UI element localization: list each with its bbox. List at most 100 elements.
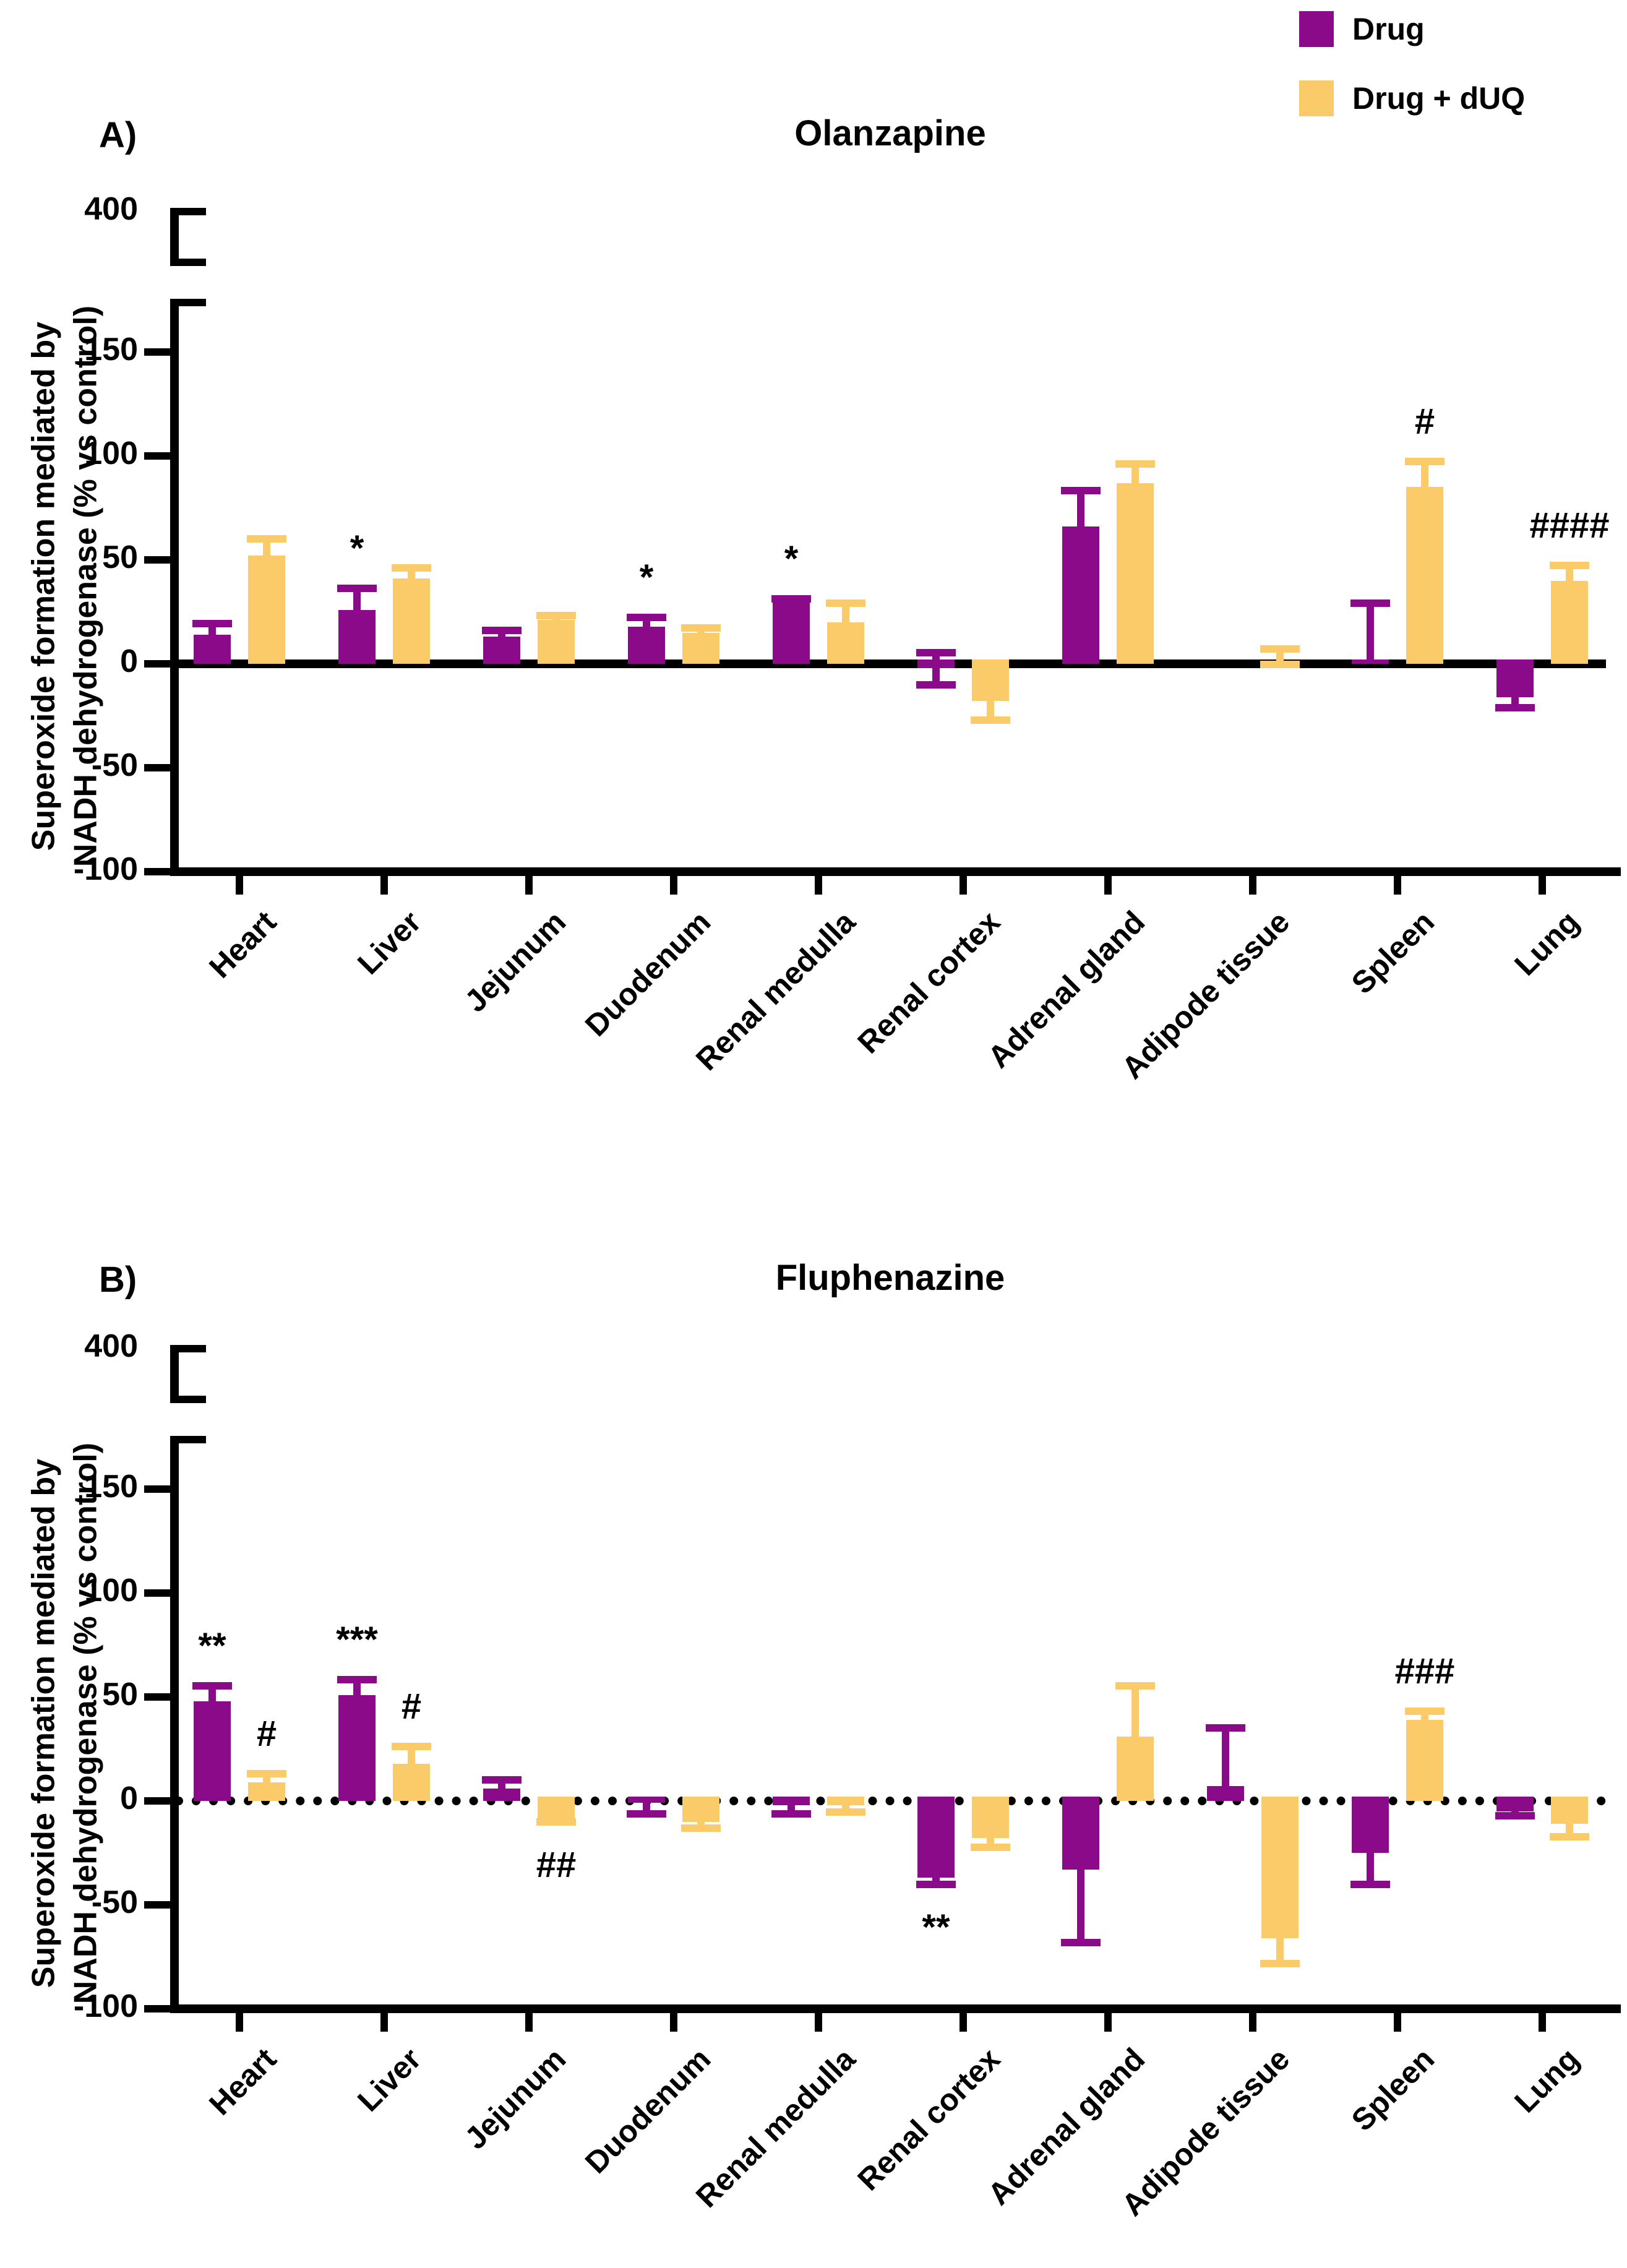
y-axis-tick-label: 100 bbox=[84, 1573, 138, 1609]
y-axis-break-cap bbox=[170, 1436, 206, 1443]
significance-annotation: * bbox=[639, 557, 654, 598]
y-axis-tick bbox=[144, 1797, 170, 1805]
y-axis-label-line2: NADH dehydrogenase (% vs control) bbox=[67, 305, 103, 867]
bar-drug-duq-liver bbox=[393, 578, 430, 664]
error-bar-cap bbox=[826, 599, 865, 607]
error-bar-cap bbox=[1061, 1939, 1101, 1947]
bar-drug-adrenal-gland bbox=[1062, 1797, 1099, 1870]
significance-annotation: # bbox=[256, 1713, 277, 1754]
bar-drug-duq-renal-cortex bbox=[972, 1797, 1009, 1839]
y-axis-break-cap bbox=[170, 1345, 206, 1352]
error-bar-cap bbox=[392, 1742, 431, 1750]
y-axis-tick bbox=[144, 1485, 170, 1493]
x-axis-tick bbox=[236, 2013, 243, 2032]
x-axis-line bbox=[170, 867, 1621, 876]
y-axis-break-cap bbox=[170, 208, 206, 215]
bar-drug-duq-jejunum bbox=[538, 620, 575, 664]
zero-line bbox=[174, 659, 1606, 668]
y-axis-tick-label: 0 bbox=[120, 1780, 138, 1816]
legend-item-drug-duq: Drug + dUQ bbox=[1299, 80, 1525, 116]
x-axis-tick bbox=[959, 876, 967, 895]
x-axis-tick bbox=[1104, 876, 1112, 895]
x-axis-tick bbox=[815, 876, 822, 895]
error-bar-cap bbox=[192, 620, 232, 628]
y-axis-tick-label: -50 bbox=[91, 1884, 138, 1920]
error-bar-cap bbox=[627, 1810, 666, 1818]
y-axis-tick-label: 0 bbox=[120, 643, 138, 679]
error-bar-cap bbox=[1495, 704, 1535, 712]
error-bar-cap bbox=[971, 716, 1010, 724]
y-axis-label-line1: Superoxide formation mediated by bbox=[25, 1458, 62, 1988]
bar-drug-duq-spleen bbox=[1406, 487, 1443, 664]
x-axis-tick bbox=[525, 876, 533, 895]
x-axis-tick bbox=[1394, 876, 1401, 895]
y-axis-label-line2: NADH dehydrogenase (% vs control) bbox=[67, 1442, 103, 2004]
bar-drug-duq-adrenal-gland bbox=[1117, 483, 1154, 664]
y-axis-tick bbox=[144, 1693, 170, 1701]
bar-drug-duq-renal-medulla bbox=[827, 1797, 864, 1805]
bar-drug-duq-jejunum bbox=[538, 1797, 575, 1820]
y-axis-label-line1: Superoxide formation mediated by bbox=[25, 321, 62, 851]
y-axis-tick bbox=[144, 556, 170, 564]
error-bar-cap bbox=[247, 535, 286, 543]
panel-a-letter: A) bbox=[99, 115, 137, 155]
drug-duq-swatch-icon bbox=[1299, 80, 1334, 116]
x-axis-tick bbox=[380, 876, 388, 895]
error-bar-cap bbox=[1405, 1707, 1445, 1715]
x-axis-tick bbox=[1249, 876, 1256, 895]
y-axis-break-cap bbox=[170, 299, 206, 306]
bar-drug-spleen bbox=[1352, 1797, 1389, 1853]
error-bar-cap bbox=[681, 624, 721, 632]
bar-drug-jejunum bbox=[483, 1788, 520, 1801]
bar-drug-heart bbox=[194, 634, 231, 664]
bar-drug-duq-adipode-tissue bbox=[1261, 1797, 1299, 1938]
bar-drug-duq-lung bbox=[1551, 580, 1588, 664]
y-axis-tick-label: -50 bbox=[91, 747, 138, 783]
bar-drug-adrenal-gland bbox=[1062, 526, 1099, 664]
significance-annotation: * bbox=[350, 528, 364, 569]
error-bar-stem bbox=[1131, 1682, 1139, 1737]
y-axis-tick bbox=[144, 660, 170, 668]
error-bar-cap bbox=[536, 612, 576, 619]
x-axis-tick bbox=[815, 2013, 822, 2032]
x-axis-line bbox=[170, 2004, 1621, 2013]
y-axis-tick bbox=[144, 1901, 170, 1909]
y-axis-line bbox=[170, 1436, 179, 2013]
y-axis-tick-label: 400 bbox=[84, 1328, 138, 1364]
panel-b-letter: B) bbox=[99, 1260, 137, 1300]
error-bar-cap bbox=[916, 681, 956, 689]
error-bar-cap bbox=[1061, 487, 1101, 495]
error-bar-cap bbox=[1260, 645, 1300, 653]
error-bar-stem bbox=[1077, 487, 1084, 527]
y-axis-break-cap bbox=[170, 1396, 206, 1403]
bar-drug-duq-spleen bbox=[1406, 1719, 1443, 1801]
error-bar-cap bbox=[1115, 1682, 1155, 1690]
bar-drug-duq-heart bbox=[248, 1782, 285, 1801]
error-bar-stem bbox=[1222, 1724, 1229, 1787]
y-axis-line bbox=[170, 299, 179, 876]
legend-item-drug: Drug bbox=[1299, 11, 1425, 47]
y-axis-tick-label: 50 bbox=[102, 539, 138, 575]
bar-drug-renal-medulla bbox=[773, 1797, 810, 1805]
significance-annotation: ### bbox=[1394, 1651, 1455, 1691]
significance-annotation: ** bbox=[922, 1907, 950, 1948]
significance-annotation: #### bbox=[1529, 505, 1610, 546]
y-axis-tick bbox=[144, 764, 170, 771]
y-axis-break-cap bbox=[170, 259, 206, 266]
significance-annotation: ** bbox=[198, 1626, 226, 1667]
error-bar-cap bbox=[482, 626, 522, 634]
y-axis-tick-label: 400 bbox=[84, 191, 138, 227]
y-axis-tick bbox=[144, 2005, 170, 2012]
bar-drug-lung bbox=[1496, 1797, 1534, 1811]
error-bar-cap bbox=[482, 1776, 522, 1784]
y-axis-break-top-segment bbox=[170, 1345, 179, 1403]
bar-drug-duq-adrenal-gland bbox=[1117, 1736, 1154, 1801]
significance-annotation: * bbox=[784, 539, 799, 580]
x-axis-tick bbox=[1394, 2013, 1401, 2032]
x-axis-tick bbox=[380, 2013, 388, 2032]
x-axis-tick bbox=[670, 2013, 677, 2032]
x-axis-tick bbox=[1539, 876, 1546, 895]
x-axis-tick bbox=[959, 2013, 967, 2032]
error-bar-stem bbox=[1077, 1869, 1084, 1947]
